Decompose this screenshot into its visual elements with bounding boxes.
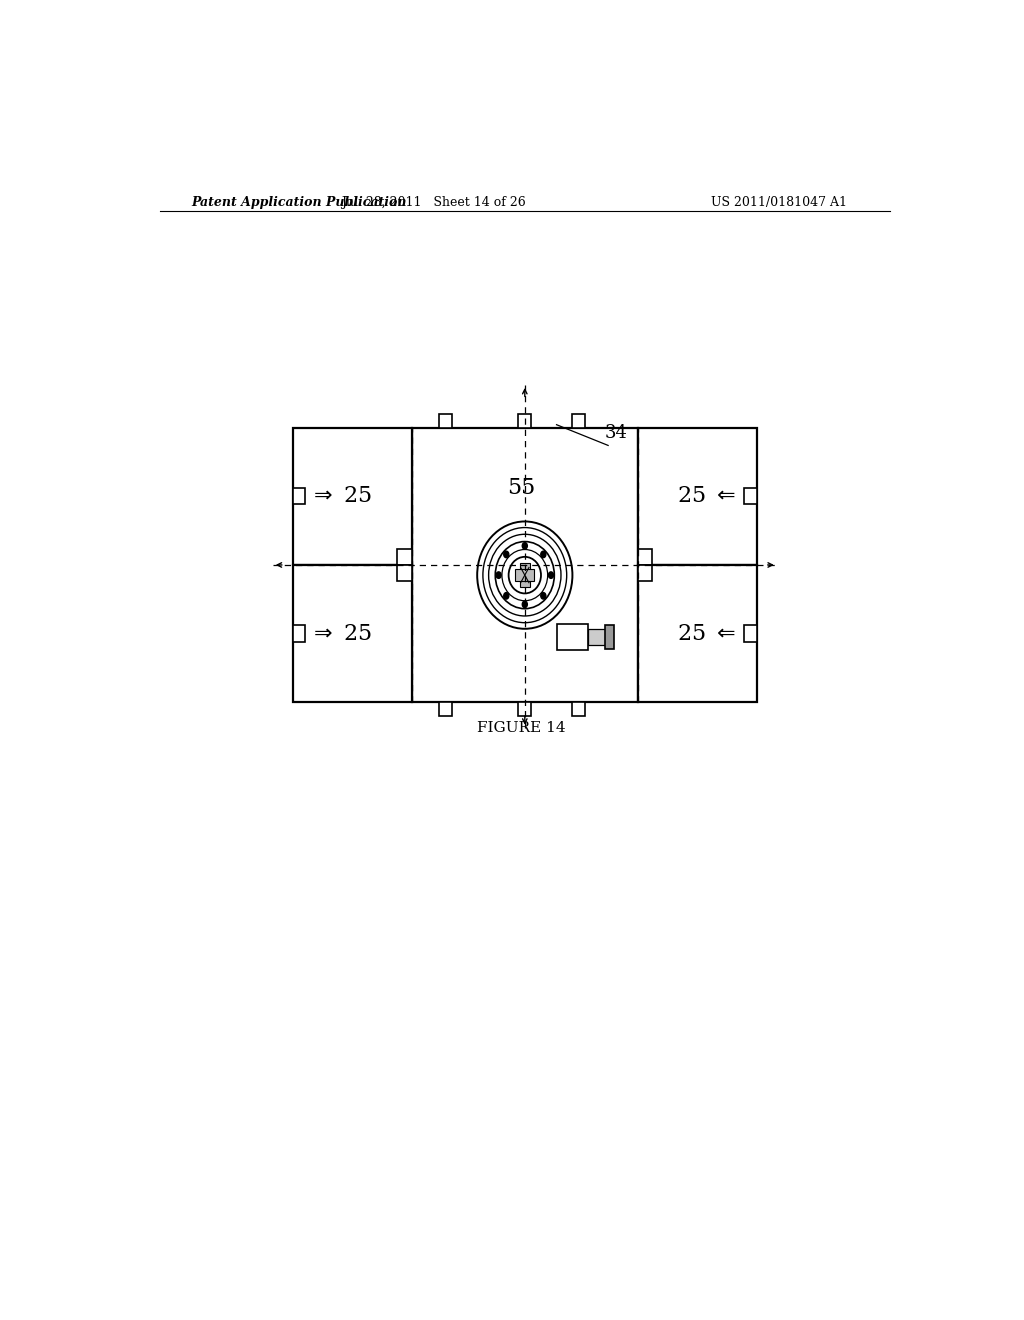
Circle shape: [522, 601, 527, 607]
Bar: [412, 428, 638, 702]
Bar: [744, 488, 757, 504]
Bar: [515, 569, 535, 581]
Bar: [638, 549, 652, 565]
Bar: [397, 549, 412, 565]
Ellipse shape: [509, 557, 541, 594]
Ellipse shape: [488, 535, 561, 616]
Bar: [638, 428, 757, 565]
Text: 55: 55: [507, 477, 535, 499]
Text: FIGURE 14: FIGURE 14: [476, 721, 565, 735]
Bar: [638, 565, 652, 581]
Text: Jul. 28, 2011   Sheet 14 of 26: Jul. 28, 2011 Sheet 14 of 26: [341, 195, 526, 209]
Bar: [439, 702, 453, 717]
Bar: [397, 565, 412, 581]
Bar: [518, 413, 531, 428]
Bar: [518, 702, 531, 717]
Bar: [293, 428, 412, 565]
Text: $\Rightarrow$ 25: $\Rightarrow$ 25: [309, 486, 372, 507]
Circle shape: [496, 572, 501, 578]
Bar: [572, 413, 585, 428]
Circle shape: [549, 572, 554, 578]
Bar: [557, 623, 588, 649]
Circle shape: [541, 552, 546, 557]
Ellipse shape: [483, 528, 566, 623]
Text: US 2011/0181047 A1: US 2011/0181047 A1: [711, 195, 847, 209]
Ellipse shape: [496, 541, 554, 609]
Circle shape: [504, 593, 509, 599]
Bar: [605, 624, 613, 648]
Bar: [293, 565, 412, 702]
Text: $\Rightarrow$ 25: $\Rightarrow$ 25: [309, 623, 372, 644]
Bar: [293, 626, 305, 642]
Bar: [638, 565, 757, 702]
Bar: [588, 628, 606, 644]
Ellipse shape: [477, 521, 572, 628]
Circle shape: [504, 552, 509, 557]
Bar: [572, 702, 585, 717]
Bar: [293, 488, 305, 504]
Text: 25 $\Leftarrow$: 25 $\Leftarrow$: [678, 623, 736, 644]
Circle shape: [541, 593, 546, 599]
Bar: [744, 626, 757, 642]
Text: 25 $\Leftarrow$: 25 $\Leftarrow$: [678, 486, 736, 507]
Circle shape: [522, 543, 527, 549]
Text: 34: 34: [604, 424, 628, 442]
Bar: [520, 562, 529, 587]
Text: Patent Application Publication: Patent Application Publication: [191, 195, 407, 209]
Ellipse shape: [502, 549, 548, 601]
Bar: [439, 413, 453, 428]
